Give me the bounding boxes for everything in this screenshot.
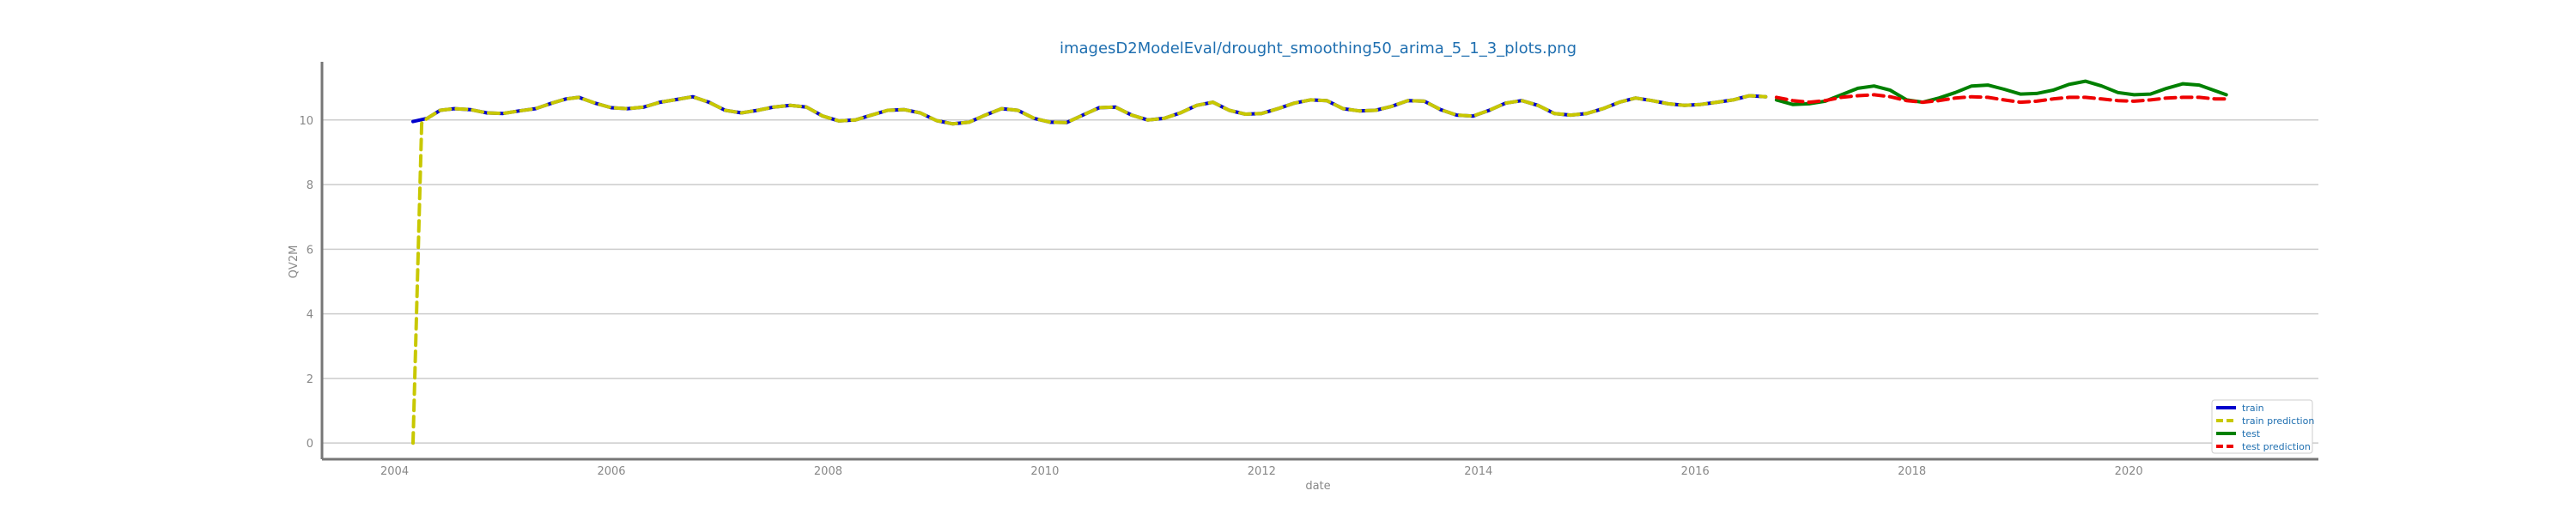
y-tick-label-2: 4 <box>307 309 313 322</box>
x-tick-label-1: 2006 <box>597 465 625 478</box>
x-tick-label-6: 2016 <box>1681 465 1710 478</box>
y-tick-label-5: 10 <box>299 115 313 128</box>
series-line-test-prediction <box>1774 93 2228 105</box>
y-axis-label: QV2M <box>288 245 301 279</box>
series-line-test <box>1774 79 2228 106</box>
legend-frame <box>2211 399 2313 454</box>
y-tick-label-3: 6 <box>307 244 313 257</box>
x-tick-label-2: 2008 <box>814 465 842 478</box>
series-layer <box>411 79 2228 445</box>
x-tick-label-7: 2018 <box>1898 465 1926 478</box>
legend-label-2: test <box>2242 428 2261 439</box>
x-tick-label-5: 2014 <box>1464 465 1492 478</box>
axes-layer: 0 2 4 6 8 10 2004 2006 2008 2010 2012 2014 2016 2018 2… <box>299 62 2318 478</box>
legend-label-3: test prediction <box>2242 441 2311 452</box>
x-tick-label-4: 2012 <box>1248 465 1276 478</box>
x-axis-label: date <box>1305 480 1330 493</box>
x-tick-label-3: 2010 <box>1030 465 1059 478</box>
y-tick-label-1: 2 <box>307 373 313 386</box>
x-tick-label-8: 2020 <box>2115 465 2143 478</box>
y-tick-label-4: 8 <box>307 179 313 192</box>
y-tick-label-0: 0 <box>307 438 313 451</box>
legend-label-1: train prediction <box>2242 415 2314 427</box>
x-tick-label-0: 2004 <box>380 465 409 478</box>
legend-label-0: train <box>2242 403 2264 414</box>
series-line-train-prediction <box>411 94 1768 445</box>
grid-layer <box>322 119 2318 444</box>
chart-title: imagesD2ModelEval/drought_smoothing50_ar… <box>1060 39 1577 58</box>
